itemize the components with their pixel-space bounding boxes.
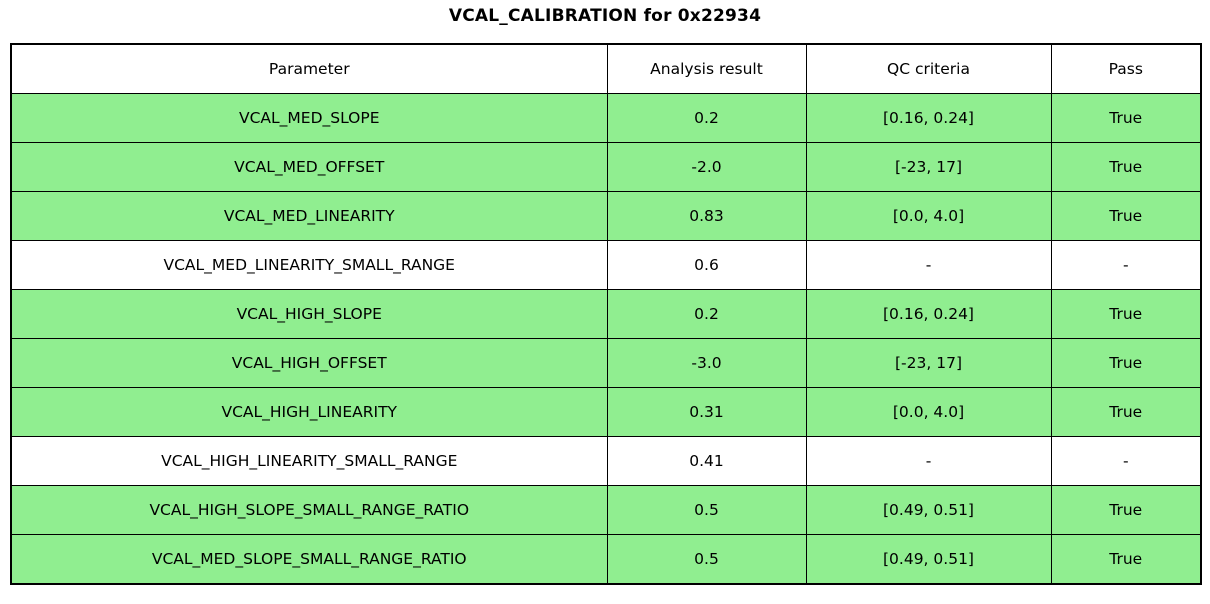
- cell-analysis-result: 0.5: [606, 534, 807, 585]
- cell-pass: True: [1050, 142, 1202, 192]
- cell-analysis-result: 0.83: [606, 191, 807, 241]
- column-header-qc-criteria: QC criteria: [805, 43, 1052, 94]
- cell-parameter: VCAL_MED_LINEARITY: [10, 191, 608, 241]
- column-header-parameter: Parameter: [10, 43, 608, 94]
- table-row: VCAL_HIGH_LINEARITY 0.31 [0.0, 4.0] True: [10, 387, 1202, 437]
- cell-analysis-result: -3.0: [606, 338, 807, 388]
- table-row: VCAL_MED_SLOPE 0.2 [0.16, 0.24] True: [10, 93, 1202, 143]
- cell-qc-criteria: [0.49, 0.51]: [805, 534, 1052, 585]
- cell-pass: True: [1050, 289, 1202, 339]
- cell-analysis-result: 0.5: [606, 485, 807, 535]
- table-body: VCAL_MED_SLOPE 0.2 [0.16, 0.24] True VCAL_ME…: [10, 93, 1202, 585]
- cell-analysis-result: 0.31: [606, 387, 807, 437]
- table-row: VCAL_HIGH_OFFSET -3.0 [-23, 17] True: [10, 338, 1202, 388]
- table-row: VCAL_HIGH_SLOPE 0.2 [0.16, 0.24] True: [10, 289, 1202, 339]
- cell-analysis-result: 0.2: [606, 93, 807, 143]
- table-row: VCAL_MED_OFFSET -2.0 [-23, 17] True: [10, 142, 1202, 192]
- cell-pass: True: [1050, 93, 1202, 143]
- cell-qc-criteria: -: [805, 436, 1052, 486]
- cell-parameter: VCAL_HIGH_LINEARITY_SMALL_RANGE: [10, 436, 608, 486]
- cell-qc-criteria: [0.16, 0.24]: [805, 93, 1052, 143]
- cell-parameter: VCAL_HIGH_SLOPE_SMALL_RANGE_RATIO: [10, 485, 608, 535]
- cell-pass: True: [1050, 387, 1202, 437]
- cell-analysis-result: 0.41: [606, 436, 807, 486]
- cell-analysis-result: 0.2: [606, 289, 807, 339]
- column-header-analysis-result: Analysis result: [606, 43, 807, 94]
- cell-pass: -: [1050, 240, 1202, 290]
- table-row: VCAL_MED_SLOPE_SMALL_RANGE_RATIO 0.5 [0.49…: [10, 534, 1202, 585]
- table-row: VCAL_MED_LINEARITY 0.83 [0.0, 4.0] True: [10, 191, 1202, 241]
- cell-analysis-result: -2.0: [606, 142, 807, 192]
- cell-parameter: VCAL_HIGH_OFFSET: [10, 338, 608, 388]
- cell-pass: True: [1050, 191, 1202, 241]
- cell-qc-criteria: [-23, 17]: [805, 338, 1052, 388]
- cell-parameter: VCAL_MED_SLOPE_SMALL_RANGE_RATIO: [10, 534, 608, 585]
- cell-qc-criteria: [0.0, 4.0]: [805, 387, 1052, 437]
- cell-qc-criteria: [0.49, 0.51]: [805, 485, 1052, 535]
- column-header-pass: Pass: [1050, 43, 1202, 94]
- table-row: VCAL_HIGH_SLOPE_SMALL_RANGE_RATIO 0.5 [0.4…: [10, 485, 1202, 535]
- cell-qc-criteria: [-23, 17]: [805, 142, 1052, 192]
- cell-parameter: VCAL_HIGH_LINEARITY: [10, 387, 608, 437]
- cell-analysis-result: 0.6: [606, 240, 807, 290]
- cell-pass: -: [1050, 436, 1202, 486]
- cell-qc-criteria: -: [805, 240, 1052, 290]
- cell-qc-criteria: [0.16, 0.24]: [805, 289, 1052, 339]
- cell-parameter: VCAL_HIGH_SLOPE: [10, 289, 608, 339]
- qc-results-table: Parameter Analysis result QC criteria Pa…: [10, 43, 1202, 585]
- cell-parameter: VCAL_MED_LINEARITY_SMALL_RANGE: [10, 240, 608, 290]
- cell-qc-criteria: [0.0, 4.0]: [805, 191, 1052, 241]
- table-row: VCAL_MED_LINEARITY_SMALL_RANGE 0.6- -: [10, 240, 1202, 290]
- table-header: Parameter Analysis result QC criteria Pa…: [10, 43, 1202, 94]
- table-row: VCAL_HIGH_LINEARITY_SMALL_RANGE 0.41- -: [10, 436, 1202, 486]
- cell-parameter: VCAL_MED_SLOPE: [10, 93, 608, 143]
- cell-pass: True: [1050, 338, 1202, 388]
- cell-pass: True: [1050, 534, 1202, 585]
- cell-parameter: VCAL_MED_OFFSET: [10, 142, 608, 192]
- cell-pass: True: [1050, 485, 1202, 535]
- header-row: Parameter Analysis result QC criteria Pa…: [10, 43, 1202, 94]
- page-title: VCAL_CALIBRATION for 0x22934: [448, 6, 762, 26]
